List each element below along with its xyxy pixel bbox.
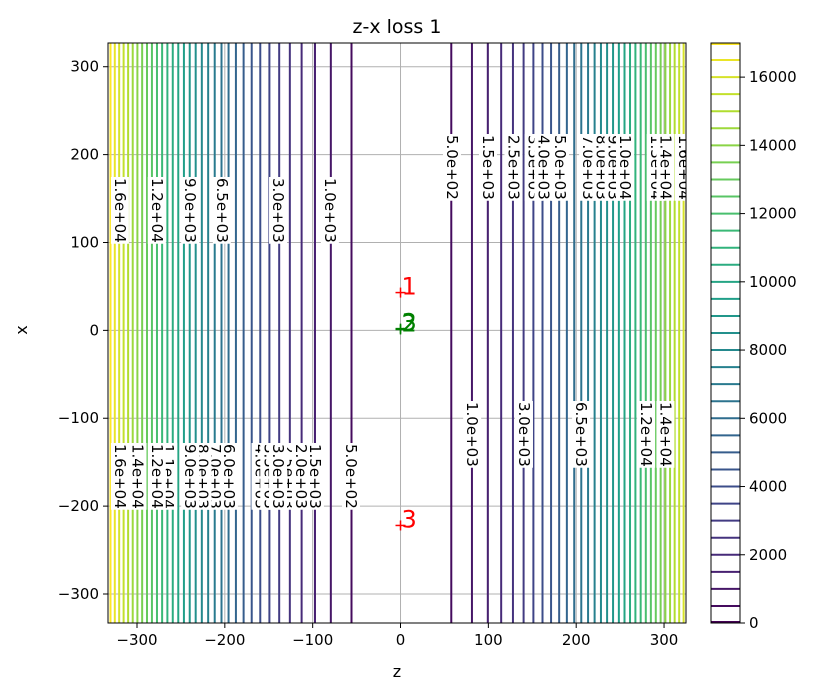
colorbar-tick-label: 2000 bbox=[749, 546, 787, 564]
contour-label: 1.2e+04 bbox=[148, 178, 166, 243]
plot-area: 1.0e+03 3.0e+03 6.5e+03 9.0e+03 1.2e+04 1.6e+… bbox=[107, 42, 693, 624]
y-axis-label: x bbox=[12, 325, 31, 334]
contour-label-background bbox=[534, 134, 553, 201]
contour-label: 3.0e+03 bbox=[269, 444, 287, 509]
contour-label: 5.0e+02 bbox=[443, 135, 461, 200]
contour-label: 5.0e+02 bbox=[342, 444, 360, 509]
contour-label-background bbox=[181, 177, 200, 244]
contour-label: 9.0e+03 bbox=[181, 178, 199, 243]
y-tick-label: 300 bbox=[70, 58, 99, 76]
y-tick-label: 100 bbox=[70, 233, 99, 251]
plot-frame bbox=[107, 42, 687, 624]
marker-label: 3 bbox=[402, 309, 417, 337]
contour-label: 1.6e+04 bbox=[111, 444, 129, 509]
y-tick-label: 200 bbox=[70, 146, 99, 164]
x-tick-label: 100 bbox=[474, 631, 503, 649]
contour-label-background bbox=[305, 443, 324, 510]
contour-label: 1.2e+04 bbox=[637, 402, 655, 467]
contour-label: 1.6e+04 bbox=[675, 135, 693, 200]
marker-label: 2 bbox=[402, 309, 417, 337]
colorbar-tick-label: 10000 bbox=[749, 273, 797, 291]
y-axis: −300 −200 −100 0 100 200 300 bbox=[58, 58, 108, 603]
chart-title: z-x loss 1 bbox=[353, 16, 442, 38]
contour-label: 4.0e+03 bbox=[534, 135, 552, 200]
contour-label: 2.5e+03 bbox=[504, 135, 522, 200]
contour-label-background bbox=[572, 401, 591, 468]
y-tick-label: −100 bbox=[58, 409, 99, 427]
x-tick-label: −200 bbox=[204, 631, 245, 649]
contour-label-background bbox=[128, 443, 147, 510]
colorbar-tick-label: 6000 bbox=[749, 409, 787, 427]
marker-point: 3 bbox=[395, 505, 417, 533]
marker-label: 1 bbox=[402, 273, 417, 301]
contour-labels: 1.0e+03 3.0e+03 6.5e+03 9.0e+03 1.2e+04 1.6e+… bbox=[110, 134, 693, 510]
contour-label: 1.0e+03 bbox=[463, 402, 481, 467]
contour-label-background bbox=[147, 177, 166, 244]
contour-label: 1.0e+04 bbox=[616, 135, 634, 200]
contour-label: 1.6e+04 bbox=[111, 178, 129, 243]
colorbar-tick-label: 12000 bbox=[749, 205, 797, 223]
x-tick-label: 200 bbox=[562, 631, 591, 649]
marker-point: 1 bbox=[395, 273, 417, 301]
contour-label-background bbox=[291, 443, 310, 510]
contour-label-background bbox=[674, 134, 686, 201]
contour-label: 1.4e+04 bbox=[128, 444, 146, 509]
contour-label-background bbox=[514, 401, 533, 468]
contour-label: 9.0e+03 bbox=[181, 444, 199, 509]
contour-label-background bbox=[478, 134, 497, 201]
contour-label: 1.4e+04 bbox=[656, 402, 674, 467]
contour-label-background bbox=[463, 401, 482, 468]
contour-label-background bbox=[551, 134, 570, 201]
colorbar-frame bbox=[710, 42, 741, 624]
contour-label-background bbox=[656, 401, 675, 468]
contour-label-background bbox=[616, 134, 635, 201]
contour-label-background bbox=[442, 134, 461, 201]
contour-label-background bbox=[269, 177, 288, 244]
contour-label-background bbox=[110, 443, 129, 510]
contour-label: 1.2e+04 bbox=[148, 444, 166, 509]
contour-label: 3.0e+03 bbox=[269, 178, 287, 243]
marker-point: 3 bbox=[395, 309, 417, 337]
colorbar-tick-label: 0 bbox=[749, 614, 759, 632]
contour-label-background bbox=[219, 443, 238, 510]
contour-label: 5.0e+03 bbox=[551, 135, 569, 200]
colorbar-tick-label: 4000 bbox=[749, 478, 787, 496]
contour-label-background bbox=[181, 443, 200, 510]
colorbar-tick-label: 16000 bbox=[749, 68, 797, 86]
colorbar-tick-label: 14000 bbox=[749, 136, 797, 154]
contour-label: 6.5e+03 bbox=[213, 178, 231, 243]
contour-label: 1.5e+03 bbox=[306, 444, 324, 509]
contour-label-background bbox=[341, 443, 360, 510]
contour-label: 1.4e+04 bbox=[656, 135, 674, 200]
contour-label-background bbox=[110, 177, 129, 244]
contour-label-background bbox=[212, 177, 231, 244]
colorbar: 0 2000 4000 6000 8000 10000 12000 14000 16000 bbox=[710, 42, 797, 632]
x-tick-label: −300 bbox=[116, 631, 157, 649]
x-tick-label: 300 bbox=[650, 631, 679, 649]
marker-label: 3 bbox=[402, 505, 417, 533]
y-tick-label: −300 bbox=[58, 585, 99, 603]
contour-label: 6.0e+03 bbox=[220, 444, 238, 509]
contour-label: 1.5e+03 bbox=[479, 135, 497, 200]
x-tick-label: 0 bbox=[396, 631, 406, 649]
contour-label: 2.0e+03 bbox=[292, 444, 310, 509]
contour-label-background bbox=[320, 177, 339, 244]
contour-label: 3.0e+03 bbox=[515, 402, 533, 467]
contour-label-background bbox=[637, 401, 656, 468]
contour-label: 1.0e+03 bbox=[321, 178, 339, 243]
contour-lines bbox=[109, 43, 685, 623]
colorbar-tick-label: 8000 bbox=[749, 341, 787, 359]
contour-label-background bbox=[504, 134, 523, 201]
y-tick-label: −200 bbox=[58, 497, 99, 515]
contour-label-background bbox=[656, 134, 675, 201]
contour-label: 6.5e+03 bbox=[572, 402, 590, 467]
x-tick-label: −100 bbox=[292, 631, 333, 649]
contour-label-background bbox=[147, 443, 166, 510]
x-axis-label: z bbox=[393, 662, 401, 681]
x-axis: −300 −200 −100 0 100 200 300 bbox=[116, 623, 678, 649]
contour-label-background bbox=[269, 443, 288, 510]
y-tick-label: 0 bbox=[89, 321, 99, 339]
